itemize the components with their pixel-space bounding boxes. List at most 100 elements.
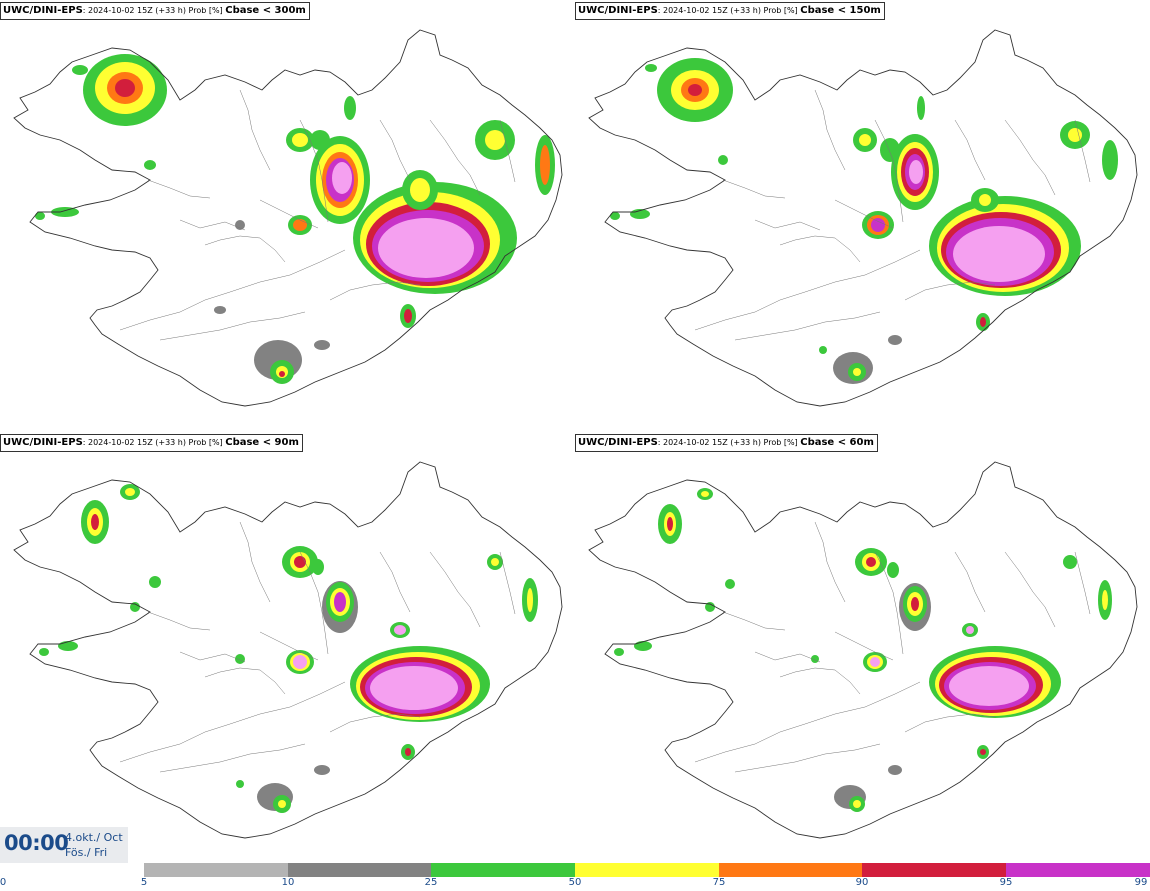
model-name: UWC/DINI-EPS [578, 5, 658, 16]
probability-area [235, 654, 245, 664]
boundary-line [259, 631, 319, 661]
panel-title: UWC/DINI-EPS: 2024-10-02 15Z (+33 h) Pro… [0, 434, 303, 452]
boundary-line [204, 235, 286, 263]
probability-area [314, 340, 330, 350]
model-name: UWC/DINI-EPS [578, 437, 658, 448]
probability-area [1063, 555, 1077, 569]
boundary-line [329, 713, 421, 733]
map-panel-cbase-60: UWC/DINI-EPS: 2024-10-02 15Z (+33 h) Pro… [575, 432, 1150, 862]
valid-date-line1: 4.okt./ Oct [65, 831, 123, 844]
probability-area [91, 514, 99, 530]
iceland-map [13, 461, 563, 839]
probability-fields [614, 488, 1112, 812]
colorbar-tick: 5 [140, 877, 148, 888]
boundary-line [874, 551, 904, 655]
probability-area [370, 666, 458, 710]
model-name: UWC/DINI-EPS [3, 437, 83, 448]
probability-area [144, 160, 156, 170]
probability-area [39, 648, 49, 656]
probability-fields [39, 484, 538, 813]
boundary-line [429, 119, 481, 196]
probability-area [149, 576, 161, 588]
boundary-line [874, 119, 904, 223]
probability-area [58, 641, 78, 651]
probability-area [645, 64, 657, 72]
boundary-line [259, 199, 319, 229]
field-name: Cbase < 150m [800, 5, 881, 16]
run-info: : 2024-10-02 15Z (+33 h) Prob [%] [657, 438, 801, 447]
boundary-line [1004, 119, 1056, 196]
boundary-line [179, 219, 246, 231]
boundary-line [694, 249, 921, 331]
boundary-line [147, 611, 211, 631]
colorbar-tick: 75 [712, 877, 726, 888]
probability-area [293, 655, 307, 669]
run-info: : 2024-10-02 15Z (+33 h) Prob [%] [82, 438, 226, 447]
boundary-line [329, 281, 421, 301]
probability-area [853, 368, 861, 376]
probability-area [130, 602, 140, 612]
probability-area [485, 130, 505, 150]
boundary-line [499, 551, 516, 615]
colorbar-tick: 0 [0, 877, 7, 888]
probability-area [701, 491, 709, 497]
boundary-line [779, 667, 861, 695]
boundary-line [954, 551, 986, 613]
probability-area [980, 749, 986, 755]
iceland-map [588, 29, 1138, 407]
probability-area [491, 558, 499, 566]
valid-time-box: 00:00 4.okt./ Oct Fös./ Fri [0, 827, 128, 863]
probability-area [334, 592, 346, 612]
probability-area [35, 212, 45, 220]
colorbar-segment [144, 863, 288, 877]
probability-area [917, 96, 925, 120]
boundary-line [722, 179, 786, 199]
coastline [13, 29, 563, 407]
boundary-line [904, 713, 996, 733]
boundary-line [779, 235, 861, 263]
probability-area [540, 145, 550, 185]
probability-area [718, 155, 728, 165]
boundary-line [299, 119, 329, 223]
boundary-line [734, 743, 881, 773]
probability-area [725, 579, 735, 589]
field-name: Cbase < 300m [225, 5, 306, 16]
boundary-line [1074, 119, 1091, 183]
map-panel-cbase-90: UWC/DINI-EPS: 2024-10-02 15Z (+33 h) Pro… [0, 432, 575, 862]
probability-area [966, 626, 974, 634]
probability-area [332, 162, 352, 194]
probability-area [887, 562, 899, 578]
probability-area [909, 160, 923, 184]
probability-area [115, 79, 135, 97]
iceland-map [13, 29, 563, 407]
boundary-line [119, 249, 346, 331]
colorbar-segment [862, 863, 1006, 877]
probability-area [1102, 590, 1108, 610]
probability-area [634, 641, 652, 651]
probability-area [344, 96, 356, 120]
run-info: : 2024-10-02 15Z (+33 h) Prob [%] [82, 6, 226, 15]
iceland-map [588, 461, 1138, 839]
probability-area [312, 559, 324, 575]
field-name: Cbase < 90m [225, 437, 299, 448]
boundary-line [379, 551, 411, 613]
field-name: Cbase < 60m [800, 437, 874, 448]
probability-area [404, 309, 412, 323]
valid-date-line2: Fös./ Fri [65, 846, 108, 859]
boundary-line [204, 667, 286, 695]
probability-area [979, 194, 991, 206]
boundary-line [379, 119, 411, 181]
boundary-line [834, 199, 894, 229]
boundary-line [499, 119, 516, 183]
boundary-line [1074, 551, 1091, 615]
boundary-line [694, 681, 921, 763]
boundary-line [814, 521, 846, 603]
probability-area [1102, 140, 1118, 180]
probability-area [614, 648, 624, 656]
colorbar-tick: 50 [568, 877, 582, 888]
model-name: UWC/DINI-EPS [3, 5, 83, 16]
colorbar-segment [1006, 863, 1150, 877]
probability-area [279, 371, 285, 377]
coastline [588, 29, 1138, 407]
boundary-line [159, 743, 306, 773]
